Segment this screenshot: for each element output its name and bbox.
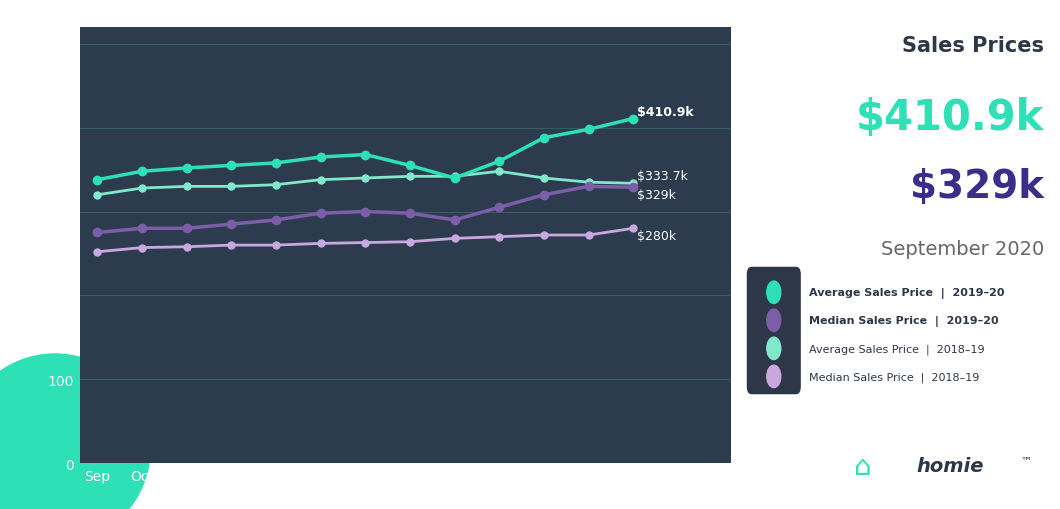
Circle shape <box>0 354 151 509</box>
Text: September 2020: September 2020 <box>881 239 1044 258</box>
FancyBboxPatch shape <box>746 267 801 394</box>
Circle shape <box>766 309 781 332</box>
Text: ™: ™ <box>1021 456 1031 466</box>
Text: $329k: $329k <box>911 168 1044 206</box>
Text: Sales Prices: Sales Prices <box>902 36 1044 55</box>
Text: $410.9k: $410.9k <box>855 97 1044 138</box>
Text: Average Sales Price  |  2019–20: Average Sales Price | 2019–20 <box>809 287 1004 298</box>
Text: Average Sales Price  |  2018–19: Average Sales Price | 2018–19 <box>809 344 985 354</box>
Text: Median Sales Price  |  2019–20: Median Sales Price | 2019–20 <box>809 315 999 326</box>
Circle shape <box>766 337 781 360</box>
Circle shape <box>766 281 781 304</box>
Text: $329k: $329k <box>637 189 675 202</box>
Text: homie: homie <box>917 456 985 475</box>
Text: $280k: $280k <box>637 230 676 243</box>
Circle shape <box>766 365 781 388</box>
Text: $333.7k: $333.7k <box>637 170 688 183</box>
Text: $410.9k: $410.9k <box>637 105 693 119</box>
Text: Median Sales Price  |  2018–19: Median Sales Price | 2018–19 <box>809 372 979 382</box>
Text: ⌂: ⌂ <box>854 452 871 479</box>
